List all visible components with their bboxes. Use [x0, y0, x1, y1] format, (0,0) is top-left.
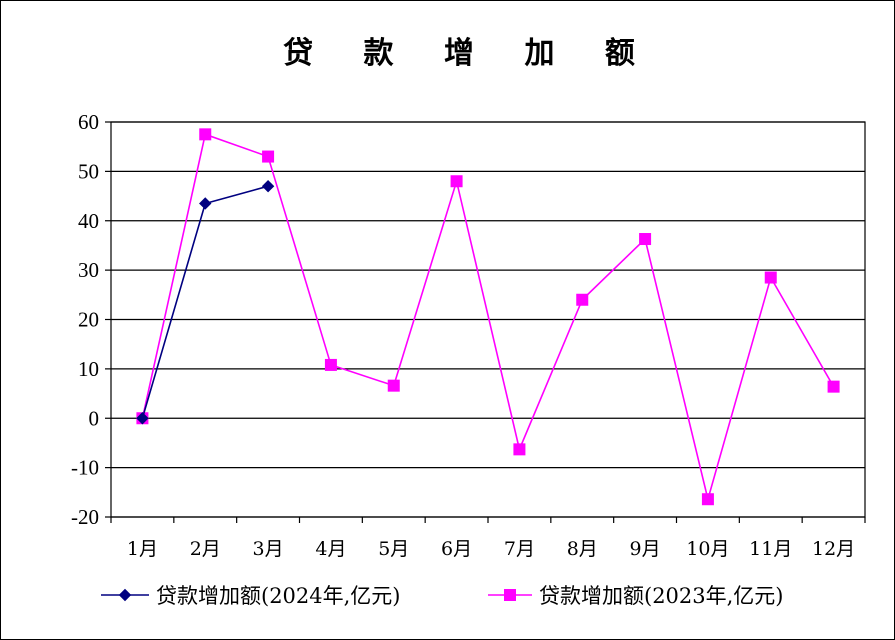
x-tick-label: 7月 — [504, 538, 535, 560]
x-tick-label: 3月 — [253, 538, 284, 560]
y-tick-label: 0 — [89, 406, 100, 430]
y-tick-label: 50 — [78, 159, 99, 183]
x-tick-label: 11月 — [749, 538, 792, 560]
legend-marker — [504, 589, 516, 601]
chart-title: 贷 款 增 加 额 — [283, 36, 655, 71]
data-point-0 — [136, 412, 149, 425]
y-tick-label: 20 — [78, 308, 99, 332]
x-tick-label: 5月 — [378, 538, 409, 560]
data-point-1 — [324, 358, 337, 371]
plot-area: -20 -10 0 10 20 30 40 50 60 1月 2月 3月 4月 5月 6月 7月 8月 9月 10月… — [71, 110, 866, 560]
data-point-0 — [261, 179, 275, 193]
x-tick-label: 4月 — [315, 538, 346, 560]
x-tick-label: 6月 — [441, 538, 472, 560]
x-tick-label: 10月 — [686, 538, 729, 560]
data-point-1 — [639, 233, 652, 246]
y-tick-label: -20 — [71, 505, 99, 529]
y-tick-label: 60 — [78, 110, 99, 134]
legend-label: 贷款增加额(2023年,亿元) — [539, 584, 784, 608]
data-point-1 — [576, 293, 589, 306]
series-line-1 — [141, 133, 835, 503]
y-tick-label: 40 — [78, 209, 99, 233]
x-tick-label: 9月 — [630, 538, 661, 560]
data-point-1 — [827, 380, 840, 393]
data-point-1 — [262, 150, 275, 163]
legend-label: 贷款增加额(2024年,亿元) — [156, 584, 401, 608]
data-point-1 — [701, 493, 714, 506]
data-point-1 — [387, 379, 400, 392]
data-point-1 — [764, 271, 777, 284]
x-tick-label: 1月 — [127, 538, 158, 560]
legend-marker — [118, 588, 132, 602]
x-tick-label: 8月 — [567, 538, 598, 560]
y-tick-label: -10 — [71, 456, 99, 480]
y-tick-label: 10 — [78, 357, 99, 381]
x-tick-label: 2月 — [190, 538, 221, 560]
data-point-0 — [199, 197, 212, 210]
data-point-1 — [199, 128, 212, 141]
legend: 贷款增加额(2024年,亿元) 贷款增加额(2023年,亿元) — [101, 584, 784, 608]
x-tick-label: 12月 — [812, 538, 855, 560]
y-tick-label: 30 — [78, 258, 99, 282]
data-point-1 — [450, 175, 463, 188]
data-point-1 — [513, 443, 526, 456]
